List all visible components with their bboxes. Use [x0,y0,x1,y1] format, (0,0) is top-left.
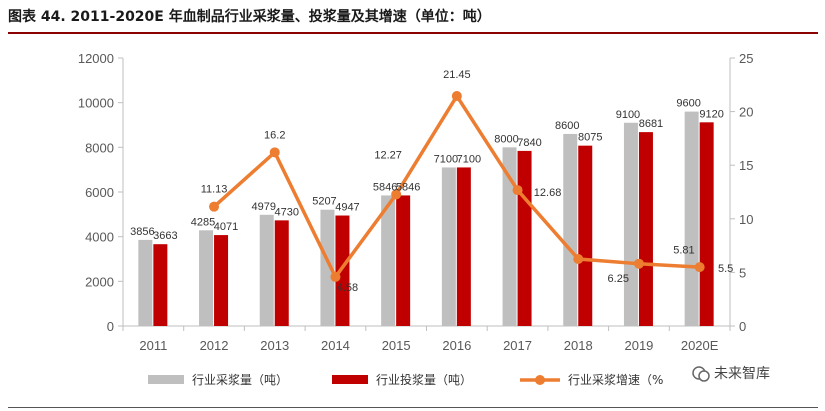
x-axis-tick-label: 2014 [321,338,350,353]
bar-collect-2017 [502,147,517,326]
right-axis-tick-label: 20 [739,105,753,120]
bar-invest-2017 [517,150,532,326]
growth-point-2013 [269,147,280,158]
x-axis-tick-label: 2012 [200,338,229,353]
bar-invest-2015 [396,195,411,326]
bar-collect-2016 [441,167,456,326]
wechat-icon [692,366,710,382]
data-label-invest: 8681 [639,118,663,130]
x-axis-tick-label: 2018 [564,338,593,353]
bar-invest-2011 [153,244,168,326]
bar-collect-2019 [623,122,638,327]
x-axis-tick-label: 2019 [624,338,653,353]
legend-label-collect: 行业采浆量（吨） [192,372,288,387]
data-label-invest: 3663 [153,230,177,242]
title-divider [8,32,818,34]
bar-invest-2012 [214,235,229,326]
chart-legend: 行业采浆量（吨） 行业投浆量（吨） 行业采浆增速（% [148,372,663,387]
data-label-invest: 8075 [578,132,602,144]
data-label-growth: 21.45 [443,69,471,81]
left-axis-tick-label: 4000 [85,230,114,245]
right-axis-tick-label: 15 [739,158,753,173]
growth-point-2017 [512,185,523,196]
x-axis-tick-label: 2013 [260,338,289,353]
growth-point-2020E [694,262,705,273]
x-axis-tick-label: 2015 [382,338,411,353]
data-label-collect: 4979 [252,201,276,213]
data-label-collect: 9600 [676,98,700,110]
legend-swatch-invest [332,375,368,384]
data-label-invest: 5846 [396,181,420,193]
bar-collect-2015 [381,195,396,326]
bottom-divider [8,407,818,408]
data-label-invest: 7840 [517,137,541,149]
data-label-growth: 12.27 [374,149,402,161]
right-axis-tick-label: 5 [739,265,746,280]
data-label-invest: 9120 [699,108,723,120]
data-label-collect: 9100 [616,109,640,121]
data-label-invest: 4071 [214,221,238,233]
left-axis-tick-label: 8000 [85,140,114,155]
data-label-growth: 5.81 [673,245,694,257]
watermark: 未来智库 [692,363,770,383]
bar-collect-2012 [199,230,214,326]
left-axis-tick-label: 10000 [78,96,114,111]
data-label-collect: 4285 [191,216,215,228]
bar-invest-2018 [578,145,593,326]
left-axis-tick-label: 2000 [85,274,114,289]
data-label-growth: 16.2 [264,129,285,141]
data-label-collect: 5207 [312,196,336,208]
right-axis-tick-label: 10 [739,212,753,227]
data-label-collect: 8600 [555,120,579,132]
bar-invest-2014 [335,215,350,326]
data-label-growth: 11.13 [201,184,228,196]
data-label-collect: 8000 [494,133,518,145]
bar-invest-2016 [456,167,471,326]
data-label-invest: 4947 [335,202,359,214]
data-label-growth: 6.25 [608,273,629,285]
data-label-growth: 5.5 [718,263,733,275]
legend-swatch-growth-marker [535,375,545,385]
bar-collect-2018 [563,133,578,326]
data-label-collect: 5846 [373,181,397,193]
growth-point-2019 [633,258,644,269]
data-label-invest: 7100 [457,153,481,165]
growth-point-2015 [391,189,402,200]
bar-collect-2014 [320,209,335,326]
right-axis-tick-label: 0 [739,319,746,334]
chart-axes: 0 2000 4000 6000 8000 10000 12000 0 5 10 15 20 25 201… [78,51,754,353]
bar-invest-2020E [699,122,714,326]
growth-line [209,91,705,282]
legend-label-invest: 行业投浆量（吨） [376,372,472,387]
x-axis-tick-label: 2020E [681,338,719,353]
data-label-collect: 3856 [130,226,154,238]
growth-point-2014 [330,271,341,282]
data-label-invest: 4730 [275,206,299,218]
bar-collect-2011 [138,239,153,326]
data-label-growth: 12.68 [534,187,562,199]
left-axis-tick-label: 0 [107,319,114,334]
watermark-text: 未来智库 [714,366,770,382]
x-axis-tick-label: 2017 [503,338,532,353]
growth-point-2018 [573,254,584,264]
bar-invest-2019 [638,132,653,326]
x-axis-tick-label: 2016 [442,338,471,353]
bar-collect-2020E [684,111,699,326]
x-axis-tick-label: 2011 [139,338,167,353]
bar-collect-2013 [259,214,274,326]
growth-point-2016 [451,91,462,102]
left-axis-tick-label: 6000 [85,185,114,200]
bar-invest-2013 [274,220,289,326]
data-label-collect: 7100 [434,153,458,165]
data-label-growth: 4.58 [337,282,358,294]
chart-title: 图表 44. 2011-2020E 年血制品行业采浆量、投浆量及其增速（单位：吨… [8,9,491,25]
legend-label-growth: 行业采浆增速（% [568,372,663,387]
legend-swatch-collect [148,375,184,384]
growth-point-2012 [209,201,220,212]
left-axis-tick-label: 12000 [78,51,114,66]
right-axis-tick-label: 25 [739,51,753,66]
